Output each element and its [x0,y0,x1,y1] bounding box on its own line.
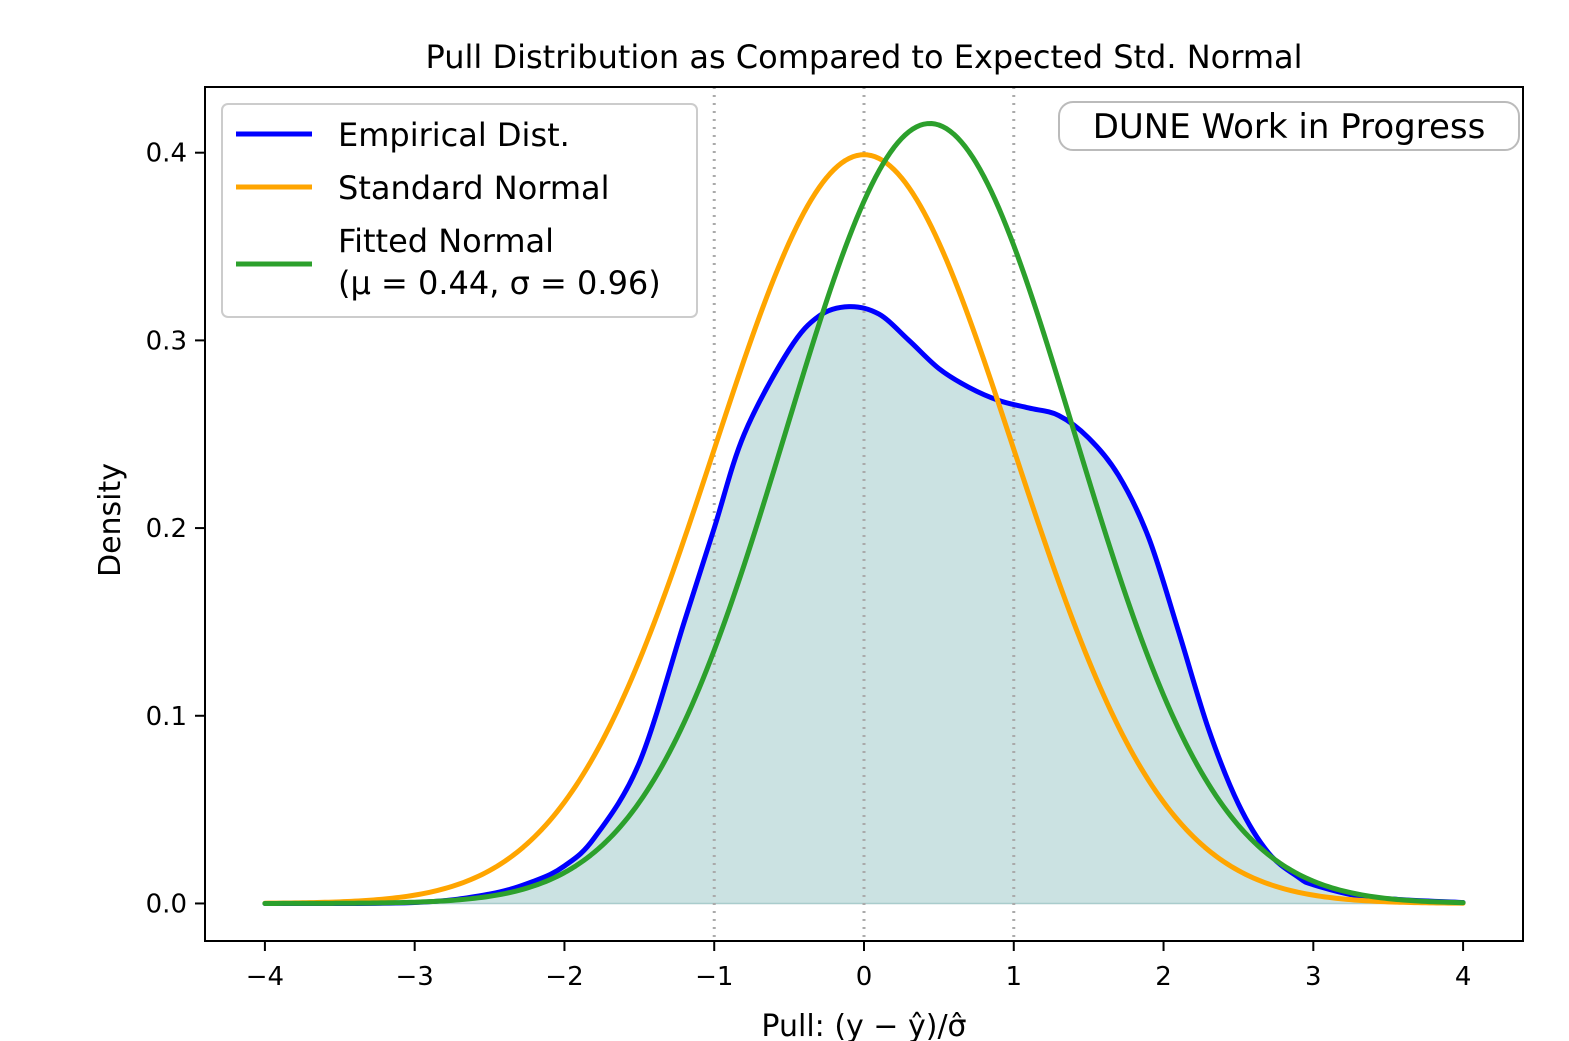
watermark: DUNE Work in Progress [1058,101,1520,151]
x-tick-label: 1 [1005,962,1022,992]
x-axis-label: Pull: (y − ŷ)/σ̂ [761,1009,966,1041]
y-tick-label: 0.3 [146,326,187,356]
x-tick-label: 3 [1305,962,1322,992]
series-empirical-line [262,304,1466,907]
y-tick-label: 0.0 [146,889,187,919]
watermark-box [1058,101,1520,151]
series-standard-normal-line [262,152,1466,906]
x-tick-label: 2 [1155,962,1172,992]
y-tick-label: 0.2 [146,514,187,544]
legend: Empirical Dist. Standard Normal Fitted N… [221,103,698,318]
x-tick-label: −3 [396,962,434,992]
x-tick-label: 0 [856,962,873,992]
empirical-fill-area [264,305,1464,905]
x-axis-ticks: −4 −3 −2 −1 0 1 2 3 4 [246,941,1472,992]
legend-label-fitted: Fitted Normal [338,222,554,260]
y-axis-label: Density [93,463,128,577]
series-fitted-normal-line [262,121,1466,906]
legend-box [221,103,698,318]
legend-label-fitted-params: (μ = 0.44, σ = 0.96) [338,264,661,302]
legend-label-empirical: Empirical Dist. [338,116,570,154]
chart-title: Pull Distribution as Compared to Expecte… [426,38,1303,76]
watermark-text: DUNE Work in Progress [1093,107,1486,147]
x-tick-label: −4 [246,962,284,992]
fill-layer [264,305,1464,905]
legend-label-standard: Standard Normal [338,169,610,207]
y-axis-ticks: 0.0 0.1 0.2 0.3 0.4 [146,139,205,919]
x-tick-label: −1 [695,962,733,992]
x-tick-label: 4 [1455,962,1472,992]
series-lines [262,121,1466,907]
y-tick-label: 0.4 [146,139,187,169]
x-tick-label: −2 [545,962,583,992]
y-tick-label: 0.1 [146,702,187,732]
